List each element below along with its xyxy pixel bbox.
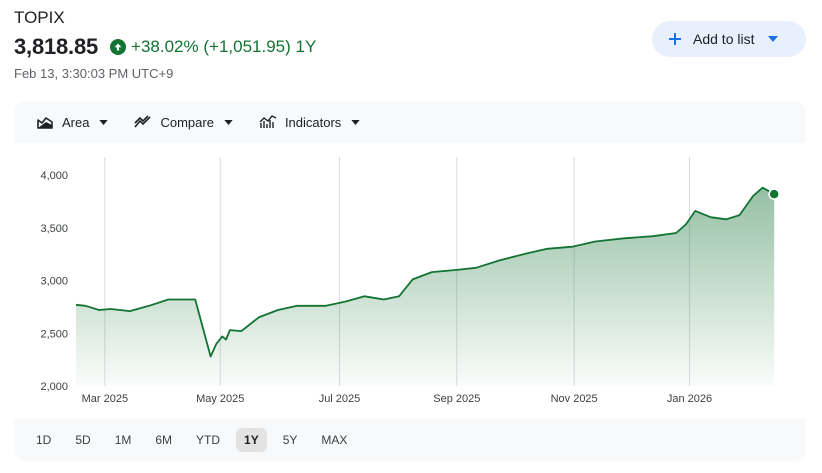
y-tick-label: 3,500 (40, 223, 68, 235)
area-chart-icon (37, 117, 53, 129)
current-price-marker (768, 188, 780, 200)
compare-icon (134, 115, 152, 128)
y-tick-label: 2,500 (40, 328, 68, 340)
y-tick-label: 3,000 (40, 276, 68, 288)
x-tick-label: Nov 2025 (551, 393, 598, 405)
range-button-max[interactable]: MAX (321, 433, 348, 447)
add-to-list-button[interactable]: Add to list (652, 21, 806, 57)
compare-label: Compare (160, 114, 214, 130)
y-tick-label: 4,000 (40, 170, 68, 182)
time-range-selector: 1D 5D 1M 6M YTD 1Y 5Y MAX (14, 419, 820, 461)
quote-timestamp: Feb 13, 3:30:03 PM UTC+9 (14, 66, 174, 81)
indicators-icon (259, 115, 277, 128)
range-button-ytd[interactable]: YTD (196, 433, 221, 447)
current-price: 3,818.85 (14, 34, 99, 59)
chart-panel: Area Compare Indicators (14, 101, 806, 461)
plus-icon (669, 33, 681, 45)
y-tick-label: 2,000 (40, 381, 68, 393)
compare-dropdown[interactable]: Compare (128, 107, 238, 137)
price-chart[interactable]: Mar 2025 May 2025 Jul 2025 Sep 2025 Nov 2025… (14, 143, 806, 419)
index-name: TOPIX (14, 8, 65, 27)
range-button-6m[interactable]: 6M (155, 433, 173, 447)
price-change: +38.02% (+1,051.95) 1Y (131, 37, 317, 56)
range-button-1m[interactable]: 1M (114, 433, 132, 447)
range-button-1y[interactable]: 1Y (236, 428, 267, 452)
price-row: 3,818.85 +38.02% (+1,051.95) 1Y (14, 34, 316, 60)
up-arrow-icon (110, 39, 127, 55)
caret-down-icon (99, 119, 109, 125)
x-tick-label: Mar 2025 (82, 393, 128, 405)
chevron-down-icon (768, 36, 779, 42)
price-chart-svg: Mar 2025 May 2025 Jul 2025 Sep 2025 Nov 2025… (40, 157, 780, 405)
x-tick-label: Sep 2025 (433, 393, 480, 405)
caret-down-icon (351, 119, 360, 125)
price-line (75, 186, 775, 358)
add-to-list-label: Add to list (693, 31, 755, 47)
x-tick-label: Jan 2026 (667, 393, 712, 405)
x-tick-label: May 2025 (196, 393, 244, 405)
price-area-fill (76, 187, 775, 386)
chart-type-label: Area (62, 114, 90, 130)
range-button-1d[interactable]: 1D (36, 433, 52, 447)
x-tick-label: Jul 2025 (319, 393, 361, 405)
range-button-5y[interactable]: 5Y (282, 433, 298, 447)
indicators-label: Indicators (284, 114, 342, 130)
chart-toolbar: Area Compare Indicators (14, 101, 806, 143)
caret-down-icon (224, 119, 233, 125)
range-button-5d[interactable]: 5D (75, 433, 91, 447)
indicators-dropdown[interactable]: Indicators (253, 107, 366, 137)
chart-type-dropdown[interactable]: Area (30, 107, 114, 137)
